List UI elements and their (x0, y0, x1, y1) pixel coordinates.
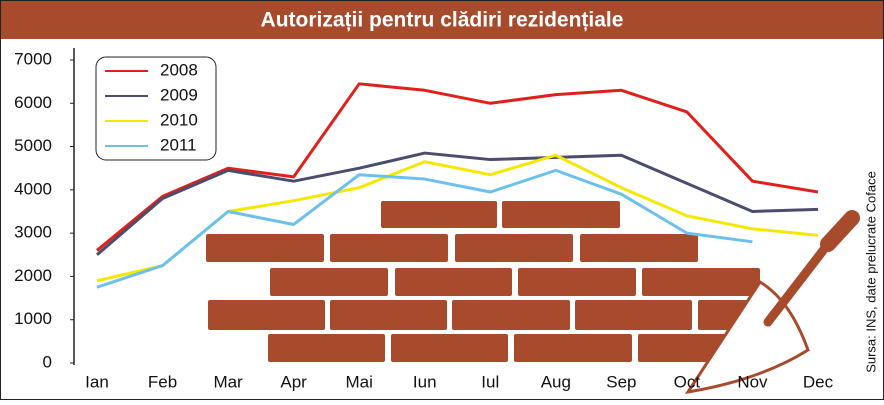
series-line (96, 168, 753, 289)
legend-label: 2010 (160, 110, 198, 129)
series-line (96, 82, 819, 252)
x-tick-label: Mar (213, 372, 243, 391)
x-tick-label: Nov (737, 372, 768, 391)
y-tick-label: 7000 (14, 49, 52, 68)
x-tick-label: Feb (148, 372, 177, 391)
source-note: Sursa: INS, date prelucrate Coface (863, 171, 878, 373)
legend-label: 2009 (160, 85, 198, 104)
series-line (96, 151, 819, 256)
trowel (684, 210, 860, 395)
y-tick-label: 2000 (14, 266, 52, 285)
legend-label: 2008 (160, 60, 198, 79)
legend (95, 56, 217, 161)
legend-label: 2011 (160, 135, 197, 154)
x-tick-label: Iun (413, 372, 437, 391)
y-tick-label: 1000 (14, 309, 52, 328)
title-bar (1, 1, 883, 39)
y-tick-label: 5000 (14, 136, 52, 155)
plot-area (96, 82, 819, 289)
x-tick-label: Dec (803, 372, 834, 391)
x-tick-label: Mai (345, 372, 372, 391)
x-tick-label: Ian (85, 372, 109, 391)
x-tick-label: Oct (674, 372, 701, 391)
y-tick-label: 3000 (14, 223, 52, 242)
x-tick-label: Aug (541, 372, 571, 391)
y-tick-label: 4000 (14, 179, 52, 198)
chart-title: Autorizații pentru clădiri rezidențiale (261, 9, 624, 32)
y-tick-label: 6000 (14, 93, 52, 112)
y-tick-label: 0 (43, 352, 52, 371)
x-tick-label: Iul (481, 372, 499, 391)
x-tick-label: Sep (606, 372, 636, 391)
x-tick-label: Apr (280, 372, 307, 391)
